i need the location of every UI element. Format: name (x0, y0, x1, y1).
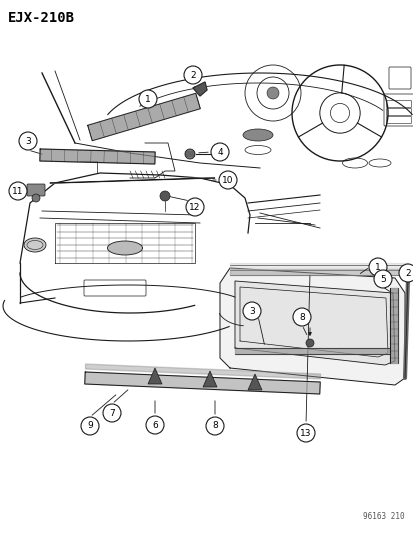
Text: 5: 5 (379, 274, 385, 284)
Circle shape (211, 143, 228, 161)
Polygon shape (202, 371, 216, 387)
Polygon shape (219, 268, 404, 385)
Polygon shape (235, 281, 394, 365)
Ellipse shape (242, 129, 272, 141)
Circle shape (296, 424, 314, 442)
Text: 13: 13 (299, 429, 311, 438)
Circle shape (368, 258, 386, 276)
Circle shape (373, 270, 391, 288)
Text: 3: 3 (249, 306, 254, 316)
Circle shape (206, 417, 223, 435)
Circle shape (9, 182, 27, 200)
Circle shape (185, 198, 204, 216)
Text: 96163 210: 96163 210 (363, 512, 404, 521)
Polygon shape (85, 372, 320, 394)
Polygon shape (85, 364, 320, 379)
Text: 11: 11 (12, 187, 24, 196)
Text: 10: 10 (222, 175, 233, 184)
Polygon shape (147, 368, 161, 384)
Circle shape (242, 302, 260, 320)
Polygon shape (50, 178, 214, 183)
Ellipse shape (107, 241, 142, 255)
Polygon shape (88, 93, 200, 141)
Circle shape (139, 90, 157, 108)
Circle shape (32, 194, 40, 202)
Text: 7: 7 (109, 408, 114, 417)
Circle shape (183, 66, 202, 84)
Circle shape (305, 339, 313, 347)
Text: 6: 6 (152, 421, 157, 430)
Text: 12: 12 (189, 203, 200, 212)
Text: 1: 1 (374, 262, 380, 271)
Text: 9: 9 (87, 422, 93, 431)
Polygon shape (40, 149, 155, 164)
Polygon shape (247, 374, 261, 390)
Circle shape (398, 264, 413, 282)
Circle shape (159, 191, 170, 201)
FancyBboxPatch shape (27, 184, 45, 196)
Circle shape (185, 149, 195, 159)
Text: 2: 2 (404, 269, 410, 278)
Ellipse shape (24, 238, 46, 252)
Circle shape (292, 308, 310, 326)
Text: EJX-210B: EJX-210B (8, 11, 75, 25)
Circle shape (19, 132, 37, 150)
Text: 4: 4 (217, 148, 222, 157)
Text: 3: 3 (25, 136, 31, 146)
Circle shape (146, 416, 164, 434)
Text: 8: 8 (299, 312, 304, 321)
Text: 1: 1 (145, 94, 150, 103)
Polygon shape (192, 82, 206, 96)
Text: 2: 2 (190, 70, 195, 79)
Circle shape (266, 87, 278, 99)
Circle shape (103, 404, 121, 422)
Text: 8: 8 (211, 422, 217, 431)
Circle shape (218, 171, 236, 189)
Circle shape (81, 417, 99, 435)
